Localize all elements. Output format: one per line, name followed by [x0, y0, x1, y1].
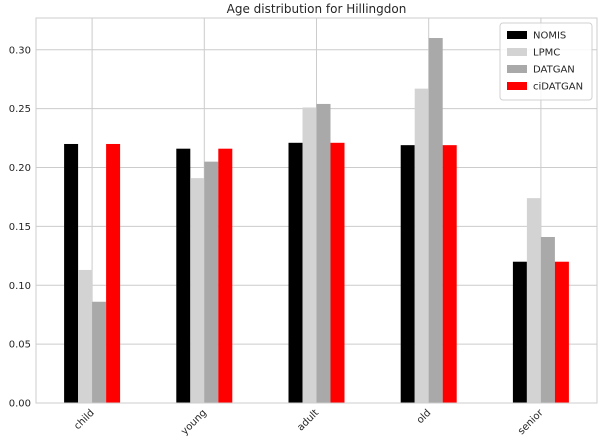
bar-nomis-adult [288, 142, 303, 404]
bar-datgan-old [428, 38, 443, 403]
x-tick-label: young [179, 408, 209, 438]
legend-swatch [507, 65, 527, 73]
y-tick-label: 0.25 [9, 104, 31, 115]
y-tick-label: 0.15 [9, 222, 31, 233]
y-tick-label: 0.30 [9, 45, 31, 56]
bar-datgan-child [92, 301, 107, 403]
bar-cidatgan-young [218, 148, 233, 403]
x-tick-label: child [72, 408, 97, 433]
legend-label: ciDATGAN [533, 82, 583, 93]
y-tick-label: 0.05 [9, 340, 31, 351]
bar-nomis-old [400, 145, 415, 404]
bar-datgan-senior [540, 236, 555, 403]
legend-swatch [507, 31, 527, 39]
legend-label: LPMC [533, 48, 560, 59]
bar-lpmc-child [78, 269, 93, 403]
plot-frame [35, 17, 598, 404]
bars [64, 38, 569, 404]
bar-cidatgan-child [106, 143, 121, 404]
bar-lpmc-senior [526, 198, 541, 403]
bar-nomis-senior [512, 261, 527, 403]
bar-nomis-young [176, 148, 191, 403]
legend-label: DATGAN [533, 65, 575, 76]
bar-nomis-child [64, 143, 79, 404]
bar-cidatgan-adult [330, 142, 345, 404]
legend-swatch [507, 82, 527, 90]
chart-title: Age distribution for Hillingdon [227, 2, 407, 16]
legend-swatch [507, 48, 527, 56]
bar-lpmc-old [414, 88, 429, 403]
y-tick-label: 0.20 [9, 163, 31, 174]
y-tick-label: 0.10 [9, 281, 31, 292]
y-tick-labels: 0.00 0.05 0.10 0.15 0.20 0.25 0.30 [9, 45, 31, 409]
bar-lpmc-adult [302, 107, 317, 403]
x-tick-label: old [415, 408, 434, 427]
x-tick-labels: child young adult old senior [72, 407, 546, 437]
bar-cidatgan-senior [554, 261, 569, 403]
x-tick-label: senior [516, 407, 546, 437]
y-tick-label: 0.00 [9, 399, 31, 410]
bar-cidatgan-old [442, 145, 457, 404]
legend: NOMIS LPMC DATGAN ciDATGAN [499, 22, 593, 101]
bar-lpmc-young [190, 178, 205, 403]
x-tick-label: adult [295, 408, 321, 434]
legend-box [499, 22, 593, 101]
bar-datgan-young [204, 161, 219, 403]
bar-datgan-adult [316, 103, 331, 404]
legend-label: NOMIS [533, 31, 566, 42]
